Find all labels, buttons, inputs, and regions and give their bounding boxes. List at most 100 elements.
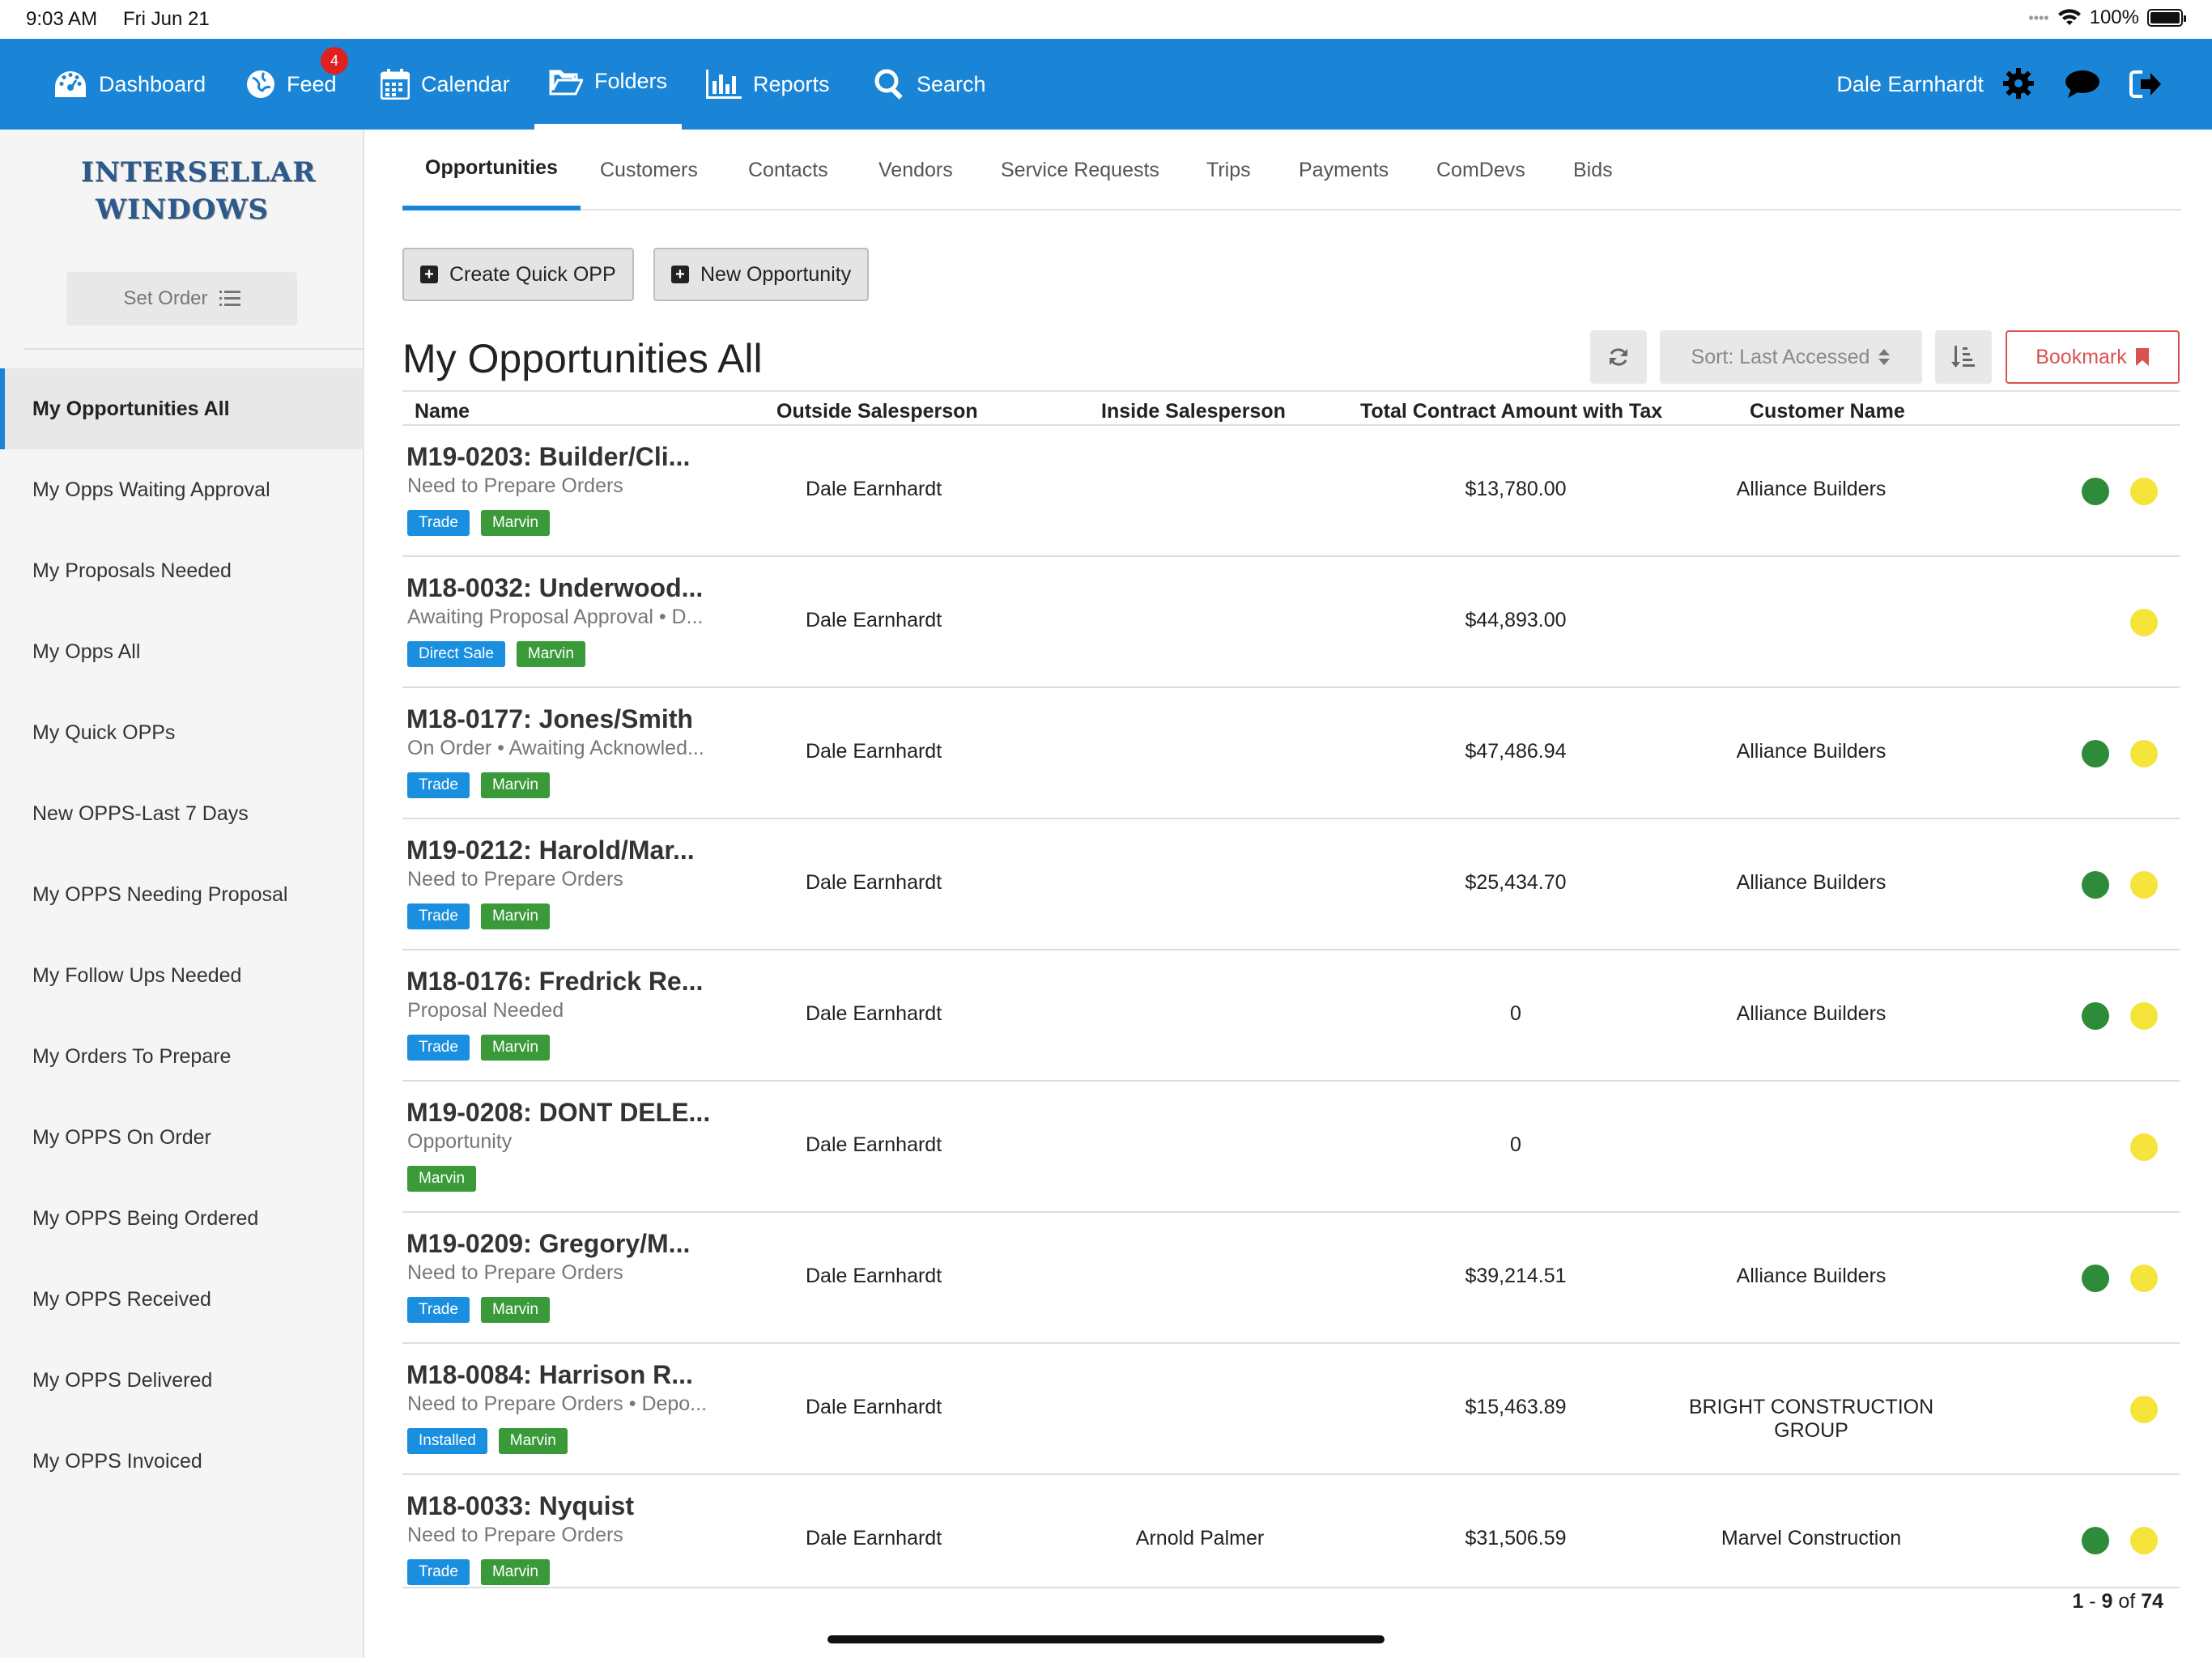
- header-name[interactable]: Name: [415, 400, 470, 423]
- pager-range-start: 1: [2072, 1590, 2084, 1613]
- tab-customers[interactable]: Customers: [600, 158, 698, 181]
- sidebar-item-my-opps-delivered[interactable]: My OPPS Delivered: [32, 1368, 213, 1392]
- tab-contacts[interactable]: Contacts: [748, 158, 828, 181]
- nav-search[interactable]: Search: [874, 39, 986, 130]
- tab-service-requests[interactable]: Service Requests: [1001, 158, 1159, 181]
- logout-icon[interactable]: [2129, 70, 2162, 99]
- sidebar-divider: [24, 348, 364, 350]
- feed-badge: 4: [321, 47, 348, 74]
- nav-reports[interactable]: Reports: [706, 39, 830, 130]
- outside-salesperson: Dale Earnhardt: [806, 1002, 942, 1025]
- tab-bids[interactable]: Bids: [1573, 158, 1613, 181]
- opportunity-tags: Trade Marvin: [407, 1559, 550, 1585]
- contract-amount: $31,506.59: [1465, 1527, 1567, 1550]
- table-row[interactable]: M19-0212: Harold/Mar... Need to Prepare …: [402, 819, 2180, 950]
- gear-icon[interactable]: [2003, 68, 2034, 99]
- bar-chart-icon: [706, 70, 742, 99]
- nav-calendar[interactable]: Calendar: [381, 39, 510, 130]
- tab-comdevs[interactable]: ComDevs: [1436, 158, 1525, 181]
- sidebar-item-my-opps-waiting-approval[interactable]: My Opps Waiting Approval: [32, 478, 270, 501]
- status-dot-yellow: [2130, 478, 2158, 505]
- sidebar-item-my-follow-ups-needed[interactable]: My Follow Ups Needed: [32, 963, 242, 987]
- opportunity-tags: Direct Sale Marvin: [407, 641, 585, 667]
- contract-amount: $13,780.00: [1465, 478, 1567, 500]
- nav-dashboard[interactable]: Dashboard: [53, 39, 206, 130]
- opportunity-title[interactable]: M19-0212: Harold/Mar...: [406, 835, 695, 865]
- sidebar-item-my-proposals-needed[interactable]: My Proposals Needed: [32, 559, 232, 582]
- set-order-button[interactable]: Set Order: [66, 272, 297, 325]
- pager-range-end: 9: [2101, 1590, 2113, 1613]
- status-dot-yellow: [2130, 1265, 2158, 1292]
- nav-reports-label: Reports: [753, 71, 830, 96]
- sidebar-item-my-opps-on-order[interactable]: My OPPS On Order: [32, 1125, 211, 1149]
- outside-salesperson: Dale Earnhardt: [806, 871, 942, 894]
- nav-feed[interactable]: Feed 4: [246, 39, 348, 130]
- bookmark-button[interactable]: Bookmark: [2006, 330, 2180, 384]
- opportunity-status: Opportunity: [407, 1130, 513, 1153]
- sidebar-item-my-quick-opps[interactable]: My Quick OPPs: [32, 721, 176, 744]
- opportunity-status: On Order • Awaiting Acknowled...: [407, 737, 704, 759]
- sidebar-item-my-opps-all[interactable]: My Opps All: [32, 640, 141, 663]
- create-quick-opp-button[interactable]: + Create Quick OPP: [402, 248, 634, 301]
- status-dot-green: [2082, 871, 2109, 899]
- header-total-contract-amount[interactable]: Total Contract Amount with Tax: [1360, 400, 1663, 423]
- sidebar-item-my-opps-received[interactable]: My OPPS Received: [32, 1287, 211, 1311]
- signal-dots-icon: ••••: [2028, 9, 2049, 26]
- status-dot-yellow: [2130, 609, 2158, 636]
- opportunity-status: Need to Prepare Orders: [407, 474, 623, 497]
- tag-type: Trade: [407, 903, 470, 929]
- sidebar-item-my-opps-needing-proposal[interactable]: My OPPS Needing Proposal: [32, 882, 288, 906]
- customer-name: Alliance Builders: [1736, 871, 1887, 894]
- page-title: My Opportunities All: [402, 336, 763, 381]
- opportunity-title[interactable]: M19-0203: Builder/Cli...: [406, 442, 691, 471]
- opportunity-title[interactable]: M19-0209: Gregory/M...: [406, 1229, 691, 1258]
- table-row[interactable]: M18-0084: Harrison R... Need to Prepare …: [402, 1344, 2180, 1475]
- sidebar-item-my-opportunities-all[interactable]: My Opportunities All: [0, 368, 364, 449]
- tab-opportunities[interactable]: Opportunities: [402, 130, 581, 210]
- nav-folders[interactable]: Folders: [534, 39, 683, 130]
- sort-amount-icon: [1951, 346, 1975, 368]
- table-row[interactable]: M18-0176: Fredrick Re... Proposal Needed…: [402, 950, 2180, 1082]
- tag-type: Installed: [407, 1428, 487, 1454]
- refresh-button[interactable]: [1590, 330, 1647, 384]
- sidebar-item-my-orders-to-prepare[interactable]: My Orders To Prepare: [32, 1044, 232, 1068]
- table-row[interactable]: M19-0208: DONT DELE... Opportunity Marvi…: [402, 1082, 2180, 1213]
- bookmark-icon: [2135, 348, 2149, 366]
- opportunity-tags: Trade Marvin: [407, 1035, 550, 1061]
- plus-square-icon: +: [420, 266, 438, 283]
- header-inside-salesperson[interactable]: Inside Salesperson: [1101, 400, 1286, 423]
- opportunity-title[interactable]: M19-0208: DONT DELE...: [406, 1098, 711, 1127]
- user-name[interactable]: Dale Earnhardt: [1836, 71, 1984, 96]
- logo-line2: WINDOWS: [95, 193, 269, 226]
- outside-salesperson: Dale Earnhardt: [806, 1265, 942, 1287]
- table-row[interactable]: M18-0033: Nyquist Need to Prepare Orders…: [402, 1475, 2180, 1588]
- opportunities-table: M19-0203: Builder/Cli... Need to Prepare…: [402, 426, 2180, 1588]
- sidebar-item-my-opps-being-ordered[interactable]: My OPPS Being Ordered: [32, 1206, 259, 1230]
- chat-icon[interactable]: [2065, 70, 2100, 99]
- inside-salesperson: Arnold Palmer: [1135, 1527, 1265, 1550]
- table-row[interactable]: M19-0203: Builder/Cli... Need to Prepare…: [402, 426, 2180, 557]
- table-row[interactable]: M18-0177: Jones/Smith On Order • Awaitin…: [402, 688, 2180, 819]
- opportunity-title[interactable]: M18-0033: Nyquist: [406, 1491, 634, 1520]
- header-outside-salesperson[interactable]: Outside Salesperson: [776, 400, 978, 423]
- calendar-icon: [381, 69, 410, 100]
- opportunity-title[interactable]: M18-0032: Underwood...: [406, 573, 704, 602]
- contract-amount: $47,486.94: [1465, 740, 1567, 763]
- sort-direction-button[interactable]: [1935, 330, 1992, 384]
- tab-trips[interactable]: Trips: [1206, 158, 1251, 181]
- home-indicator[interactable]: [827, 1635, 1385, 1643]
- tab-vendors[interactable]: Vendors: [878, 158, 953, 181]
- opportunity-title[interactable]: M18-0177: Jones/Smith: [406, 704, 693, 733]
- outside-salesperson: Dale Earnhardt: [806, 609, 942, 631]
- new-opportunity-button[interactable]: + New Opportunity: [653, 248, 870, 301]
- header-customer-name[interactable]: Customer Name: [1750, 400, 1905, 423]
- table-row[interactable]: M18-0032: Underwood... Awaiting Proposal…: [402, 557, 2180, 688]
- sort-select[interactable]: Sort: Last Accessed: [1660, 330, 1922, 384]
- table-row[interactable]: M19-0209: Gregory/M... Need to Prepare O…: [402, 1213, 2180, 1344]
- tab-payments[interactable]: Payments: [1299, 158, 1389, 181]
- opportunity-title[interactable]: M18-0084: Harrison R...: [406, 1360, 693, 1389]
- sidebar-item-new-opps-last-7-days[interactable]: New OPPS-Last 7 Days: [32, 801, 249, 825]
- sidebar-item-my-opps-invoiced[interactable]: My OPPS Invoiced: [32, 1449, 202, 1473]
- tag-type: Trade: [407, 772, 470, 798]
- opportunity-title[interactable]: M18-0176: Fredrick Re...: [406, 967, 704, 996]
